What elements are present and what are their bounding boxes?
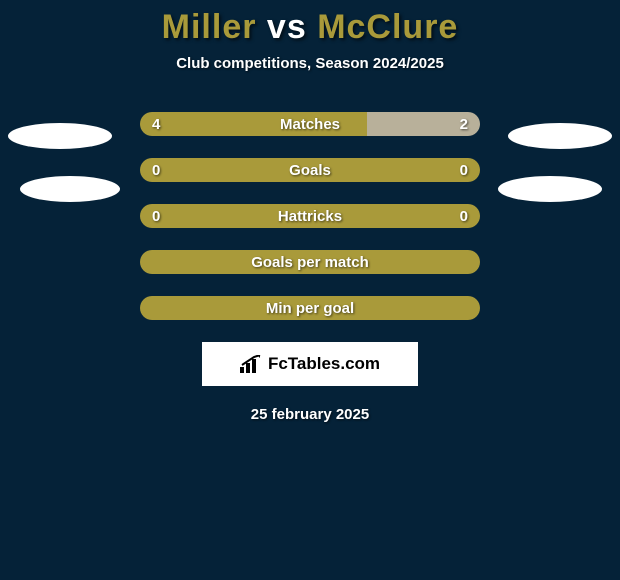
date-label: 25 february 2025 [0,406,620,423]
fctables-logo: FcTables.com [202,342,418,386]
ellipse-icon [498,176,602,202]
chart-icon [240,355,262,373]
stat-value-right: 0 [460,204,468,228]
stat-value-left: 0 [152,204,160,228]
comparison-title: Miller vs McClure [0,0,620,47]
ellipse-icon [508,123,612,149]
stat-label: Goals [140,158,480,182]
ellipse-icon [20,176,120,202]
stat-row: Min per goal [140,296,480,320]
stat-label: Min per goal [140,296,480,320]
stat-value-right: 2 [460,112,468,136]
stat-row: Goals0 0 [140,158,480,182]
stat-label: Goals per match [140,250,480,274]
stat-value-left: 0 [152,158,160,182]
stat-row: Matches4 2 [140,112,480,136]
stat-label: Matches [140,112,480,136]
stat-row: Goals per match [140,250,480,274]
vs-word: vs [267,8,307,46]
stat-row: Hattricks0 0 [140,204,480,228]
logo-text: FcTables.com [268,354,380,374]
stat-value-right: 0 [460,158,468,182]
player1-name: Miller [162,8,257,46]
ellipse-icon [8,123,112,149]
stat-label: Hattricks [140,204,480,228]
subtitle: Club competitions, Season 2024/2025 [0,55,620,72]
stat-value-left: 4 [152,112,160,136]
player2-name: McClure [317,8,458,46]
